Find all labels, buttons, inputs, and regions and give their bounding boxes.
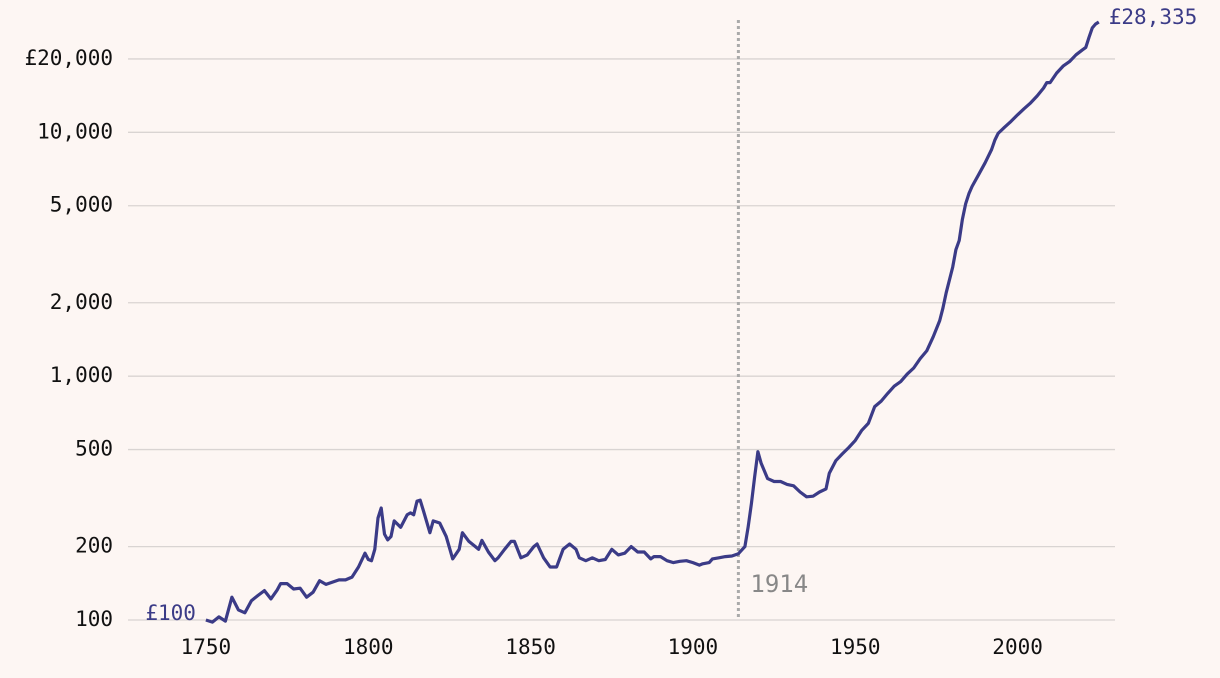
y-tick-label: 1,000 xyxy=(50,363,113,387)
y-tick-label: 100 xyxy=(75,607,113,631)
annotation-label: 1914 xyxy=(750,570,808,598)
x-tick-label: 1950 xyxy=(830,635,881,659)
x-tick-label: 1750 xyxy=(181,635,232,659)
start-label: £100 xyxy=(145,601,196,625)
y-tick-label: 5,000 xyxy=(50,193,113,217)
end-label: £28,335 xyxy=(1109,5,1198,29)
y-tick-label: 500 xyxy=(75,437,113,461)
y-tick-label: 2,000 xyxy=(50,290,113,314)
y-tick-label: £20,000 xyxy=(24,46,113,70)
data-line xyxy=(205,20,1100,624)
y-tick-label: 10,000 xyxy=(37,119,113,143)
x-tick-label: 2000 xyxy=(992,635,1043,659)
x-tick-label: 1900 xyxy=(668,635,719,659)
y-tick-label: 200 xyxy=(75,534,113,558)
x-tick-label: 1800 xyxy=(343,635,394,659)
x-tick-label: 1850 xyxy=(505,635,556,659)
